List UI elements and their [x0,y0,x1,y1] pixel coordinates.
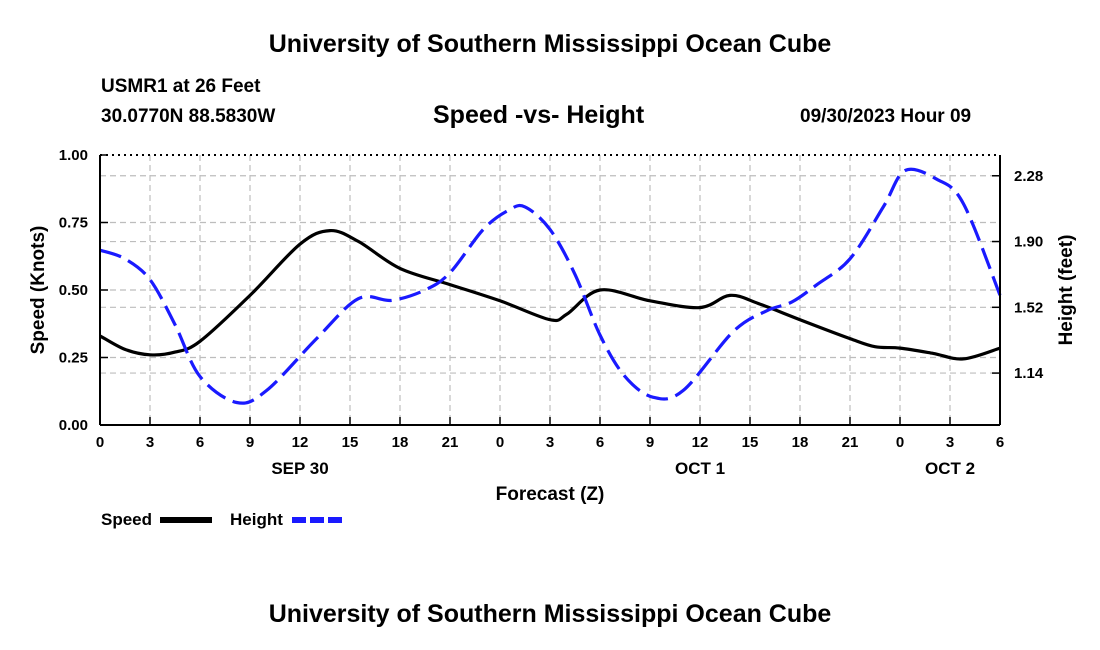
x-tick-label: 18 [392,434,409,451]
y2-tick-label: 2.28 [1014,168,1043,185]
y2-tick-label: 1.52 [1014,299,1043,316]
x-tick-label: 12 [292,434,309,451]
legend: Speed Height [101,510,344,529]
chart-title: University of Southern Mississippi Ocean… [268,30,832,58]
x-tick-label: 0 [96,434,104,451]
chart-subtitle: Speed -vs- Height [433,101,645,129]
x-tick-label: 9 [646,434,654,451]
x-tick-label: 3 [146,434,154,451]
x-tick-label: 3 [946,434,954,451]
axes: 0 3 6 9 12 15 18 21 0 3 6 9 12 15 18 21 0 3 6 SEP 30 OCT 1 OC… [59,147,1044,478]
x-tick-label: 0 [496,434,504,451]
x-date-label: OCT 1 [675,459,725,478]
x-tick-label: 18 [792,434,809,451]
x-tick-label: 21 [842,434,859,451]
y-tick-label: 0.50 [59,282,88,299]
forecast-datetime: 09/30/2023 Hour 09 [800,106,972,127]
y-tick-label: 1.00 [59,147,88,164]
x-date-label: OCT 2 [925,459,975,478]
y2-tick-label: 1.90 [1014,234,1043,251]
y-axis-label: Speed (Knots) [28,226,49,355]
y-tick-label: 0.25 [59,350,88,367]
x-tick-label: 21 [442,434,459,451]
x-tick-label: 6 [996,434,1004,451]
legend-label-speed: Speed [101,510,152,529]
x-tick-label: 9 [246,434,254,451]
x-date-label: SEP 30 [271,459,328,478]
series-line-speed [99,228,1001,361]
series-line-height [99,167,1002,405]
grid-lines [100,155,1000,425]
x-tick-label: 15 [742,434,759,451]
footer-title: University of Southern Mississippi Ocean… [268,600,832,628]
station-coordinates: 30.0770N 88.5830W [101,106,276,127]
x-axis-label: Forecast (Z) [496,484,605,505]
x-tick-label: 0 [896,434,904,451]
series-lines [99,167,1002,405]
axis-labels: Forecast (Z) Speed (Knots) Height (feet) [28,226,1077,505]
legend-label-height: Height [230,510,283,529]
y2-axis-label: Height (feet) [1056,235,1077,346]
x-tick-label: 6 [596,434,604,451]
station-label: USMR1 at 26 Feet [101,76,261,97]
y-tick-label: 0.00 [59,417,88,434]
x-tick-label: 15 [342,434,359,451]
x-tick-label: 6 [196,434,204,451]
x-tick-label: 12 [692,434,709,451]
x-tick-label: 3 [546,434,554,451]
y-tick-label: 0.75 [59,215,88,232]
y2-tick-label: 1.14 [1014,365,1044,382]
